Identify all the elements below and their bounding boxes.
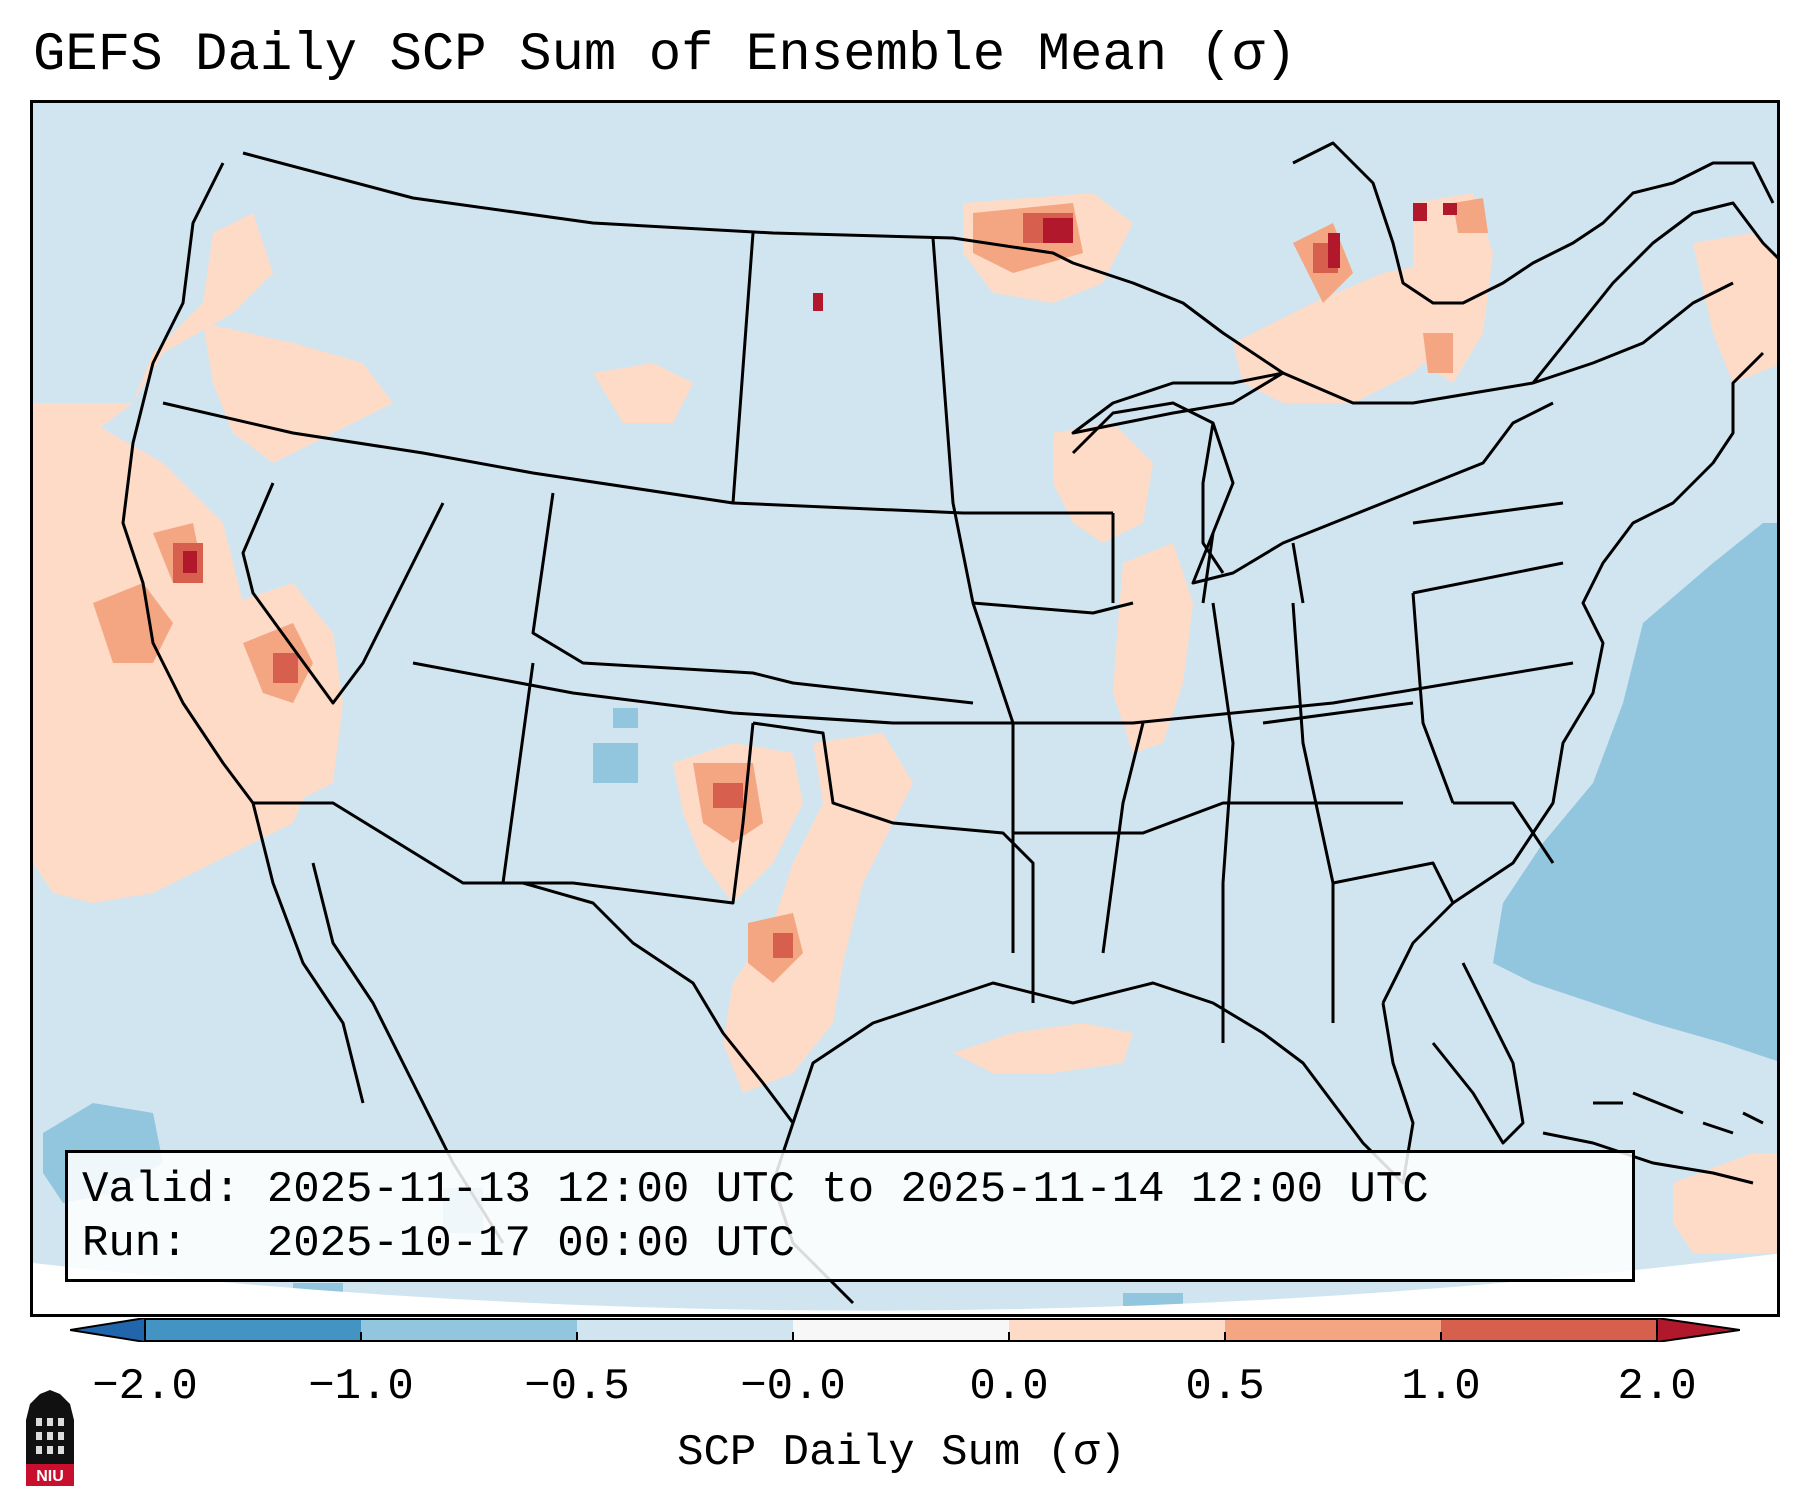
colorbar-tick-marks <box>144 1332 1658 1342</box>
anomaly-colorado <box>593 743 638 783</box>
map-panel <box>30 100 1780 1317</box>
run-label: Run: <box>82 1219 188 1269</box>
anomaly-west-coast <box>33 213 273 533</box>
tick-label: −2.0 <box>92 1362 198 1412</box>
anomaly-montana <box>593 363 693 423</box>
anomaly-oregon <box>203 323 393 463</box>
west-coast <box>121 162 255 804</box>
anomaly-ontario <box>1233 263 1453 403</box>
baja-california <box>251 802 365 1104</box>
us-mexico-border <box>253 801 795 1124</box>
anomaly-caribbean <box>1673 1153 1777 1253</box>
state-line-6 <box>752 721 1035 1003</box>
figure-title: GEFS Daily SCP Sum of Ensemble Mean (σ) <box>33 25 1297 86</box>
state-line-8 <box>972 601 1403 954</box>
colorbar-bin-2 <box>361 1318 577 1342</box>
anomaly-california <box>33 423 323 903</box>
svg-text:NIU: NIU <box>36 1468 64 1485</box>
map-canvas <box>33 103 1777 1311</box>
anomaly-layer-extreme <box>183 203 1457 573</box>
state-line-1 <box>162 401 1113 515</box>
tick-label: 0.5 <box>1185 1362 1265 1412</box>
valid-label: Valid: <box>82 1165 241 1215</box>
tick-label: −0.5 <box>524 1362 630 1412</box>
east-coast <box>1381 351 1765 1004</box>
florida <box>1431 962 1525 1145</box>
tick-label: 1.0 <box>1401 1362 1481 1412</box>
cuba <box>1542 1131 1754 1185</box>
tick-label: 0.0 <box>969 1362 1049 1412</box>
state-line-11 <box>1111 501 1564 604</box>
anomaly-texas-coast <box>953 1023 1133 1073</box>
colorbar-extend-low <box>70 1318 146 1342</box>
niu-logo: NIU <box>26 1390 74 1486</box>
anomaly-atlantic <box>1493 523 1777 1063</box>
hudson-bay <box>1292 141 1775 305</box>
info-box: Valid: 2025-11-13 12:00 UTC to 2025-11-1… <box>65 1150 1635 1282</box>
anomaly-illinois <box>1113 543 1193 753</box>
anomaly-maritimes <box>1693 233 1777 383</box>
state-line-4 <box>531 492 974 705</box>
tick-label: −0.0 <box>740 1362 846 1412</box>
tick-label: 2.0 <box>1617 1362 1697 1412</box>
state-line-9 <box>1211 592 1455 1043</box>
tick-label: −1.0 <box>308 1362 414 1412</box>
colorbar <box>70 1318 1740 1342</box>
canada-east-coast <box>1531 201 1777 384</box>
state-line-2 <box>241 482 445 705</box>
bahamas <box>1593 1091 1764 1135</box>
colorbar-outline <box>144 1318 1658 1342</box>
run-row: Run: 2025-10-17 00:00 UTC <box>82 1217 1618 1271</box>
colorbar-bin-1 <box>145 1318 361 1342</box>
colorbar-bin-3 <box>577 1318 793 1342</box>
colorbar-label: SCP Daily Sum (σ) <box>677 1428 1126 1478</box>
anomaly-oklahoma-texas <box>723 733 913 1093</box>
valid-value: 2025-11-13 12:00 UTC to 2025-11-14 12:00… <box>266 1165 1429 1215</box>
lake-michigan <box>1201 422 1225 574</box>
valid-row: Valid: 2025-11-13 12:00 UTC to 2025-11-1… <box>82 1163 1618 1217</box>
run-value: 2025-10-17 00:00 UTC <box>266 1219 795 1269</box>
colorbar-bin-4 <box>793 1318 1009 1342</box>
colorbar-bin-7 <box>1441 1318 1657 1342</box>
lake-superior <box>1071 371 1285 435</box>
us-canada-border <box>242 151 1734 405</box>
state-line-5 <box>501 662 755 905</box>
state-line-10 <box>1262 561 1564 904</box>
colorbar-bin-6 <box>1225 1318 1441 1342</box>
colorbar-extend-high <box>1656 1318 1740 1342</box>
colorbar-bin-5 <box>1009 1318 1225 1342</box>
